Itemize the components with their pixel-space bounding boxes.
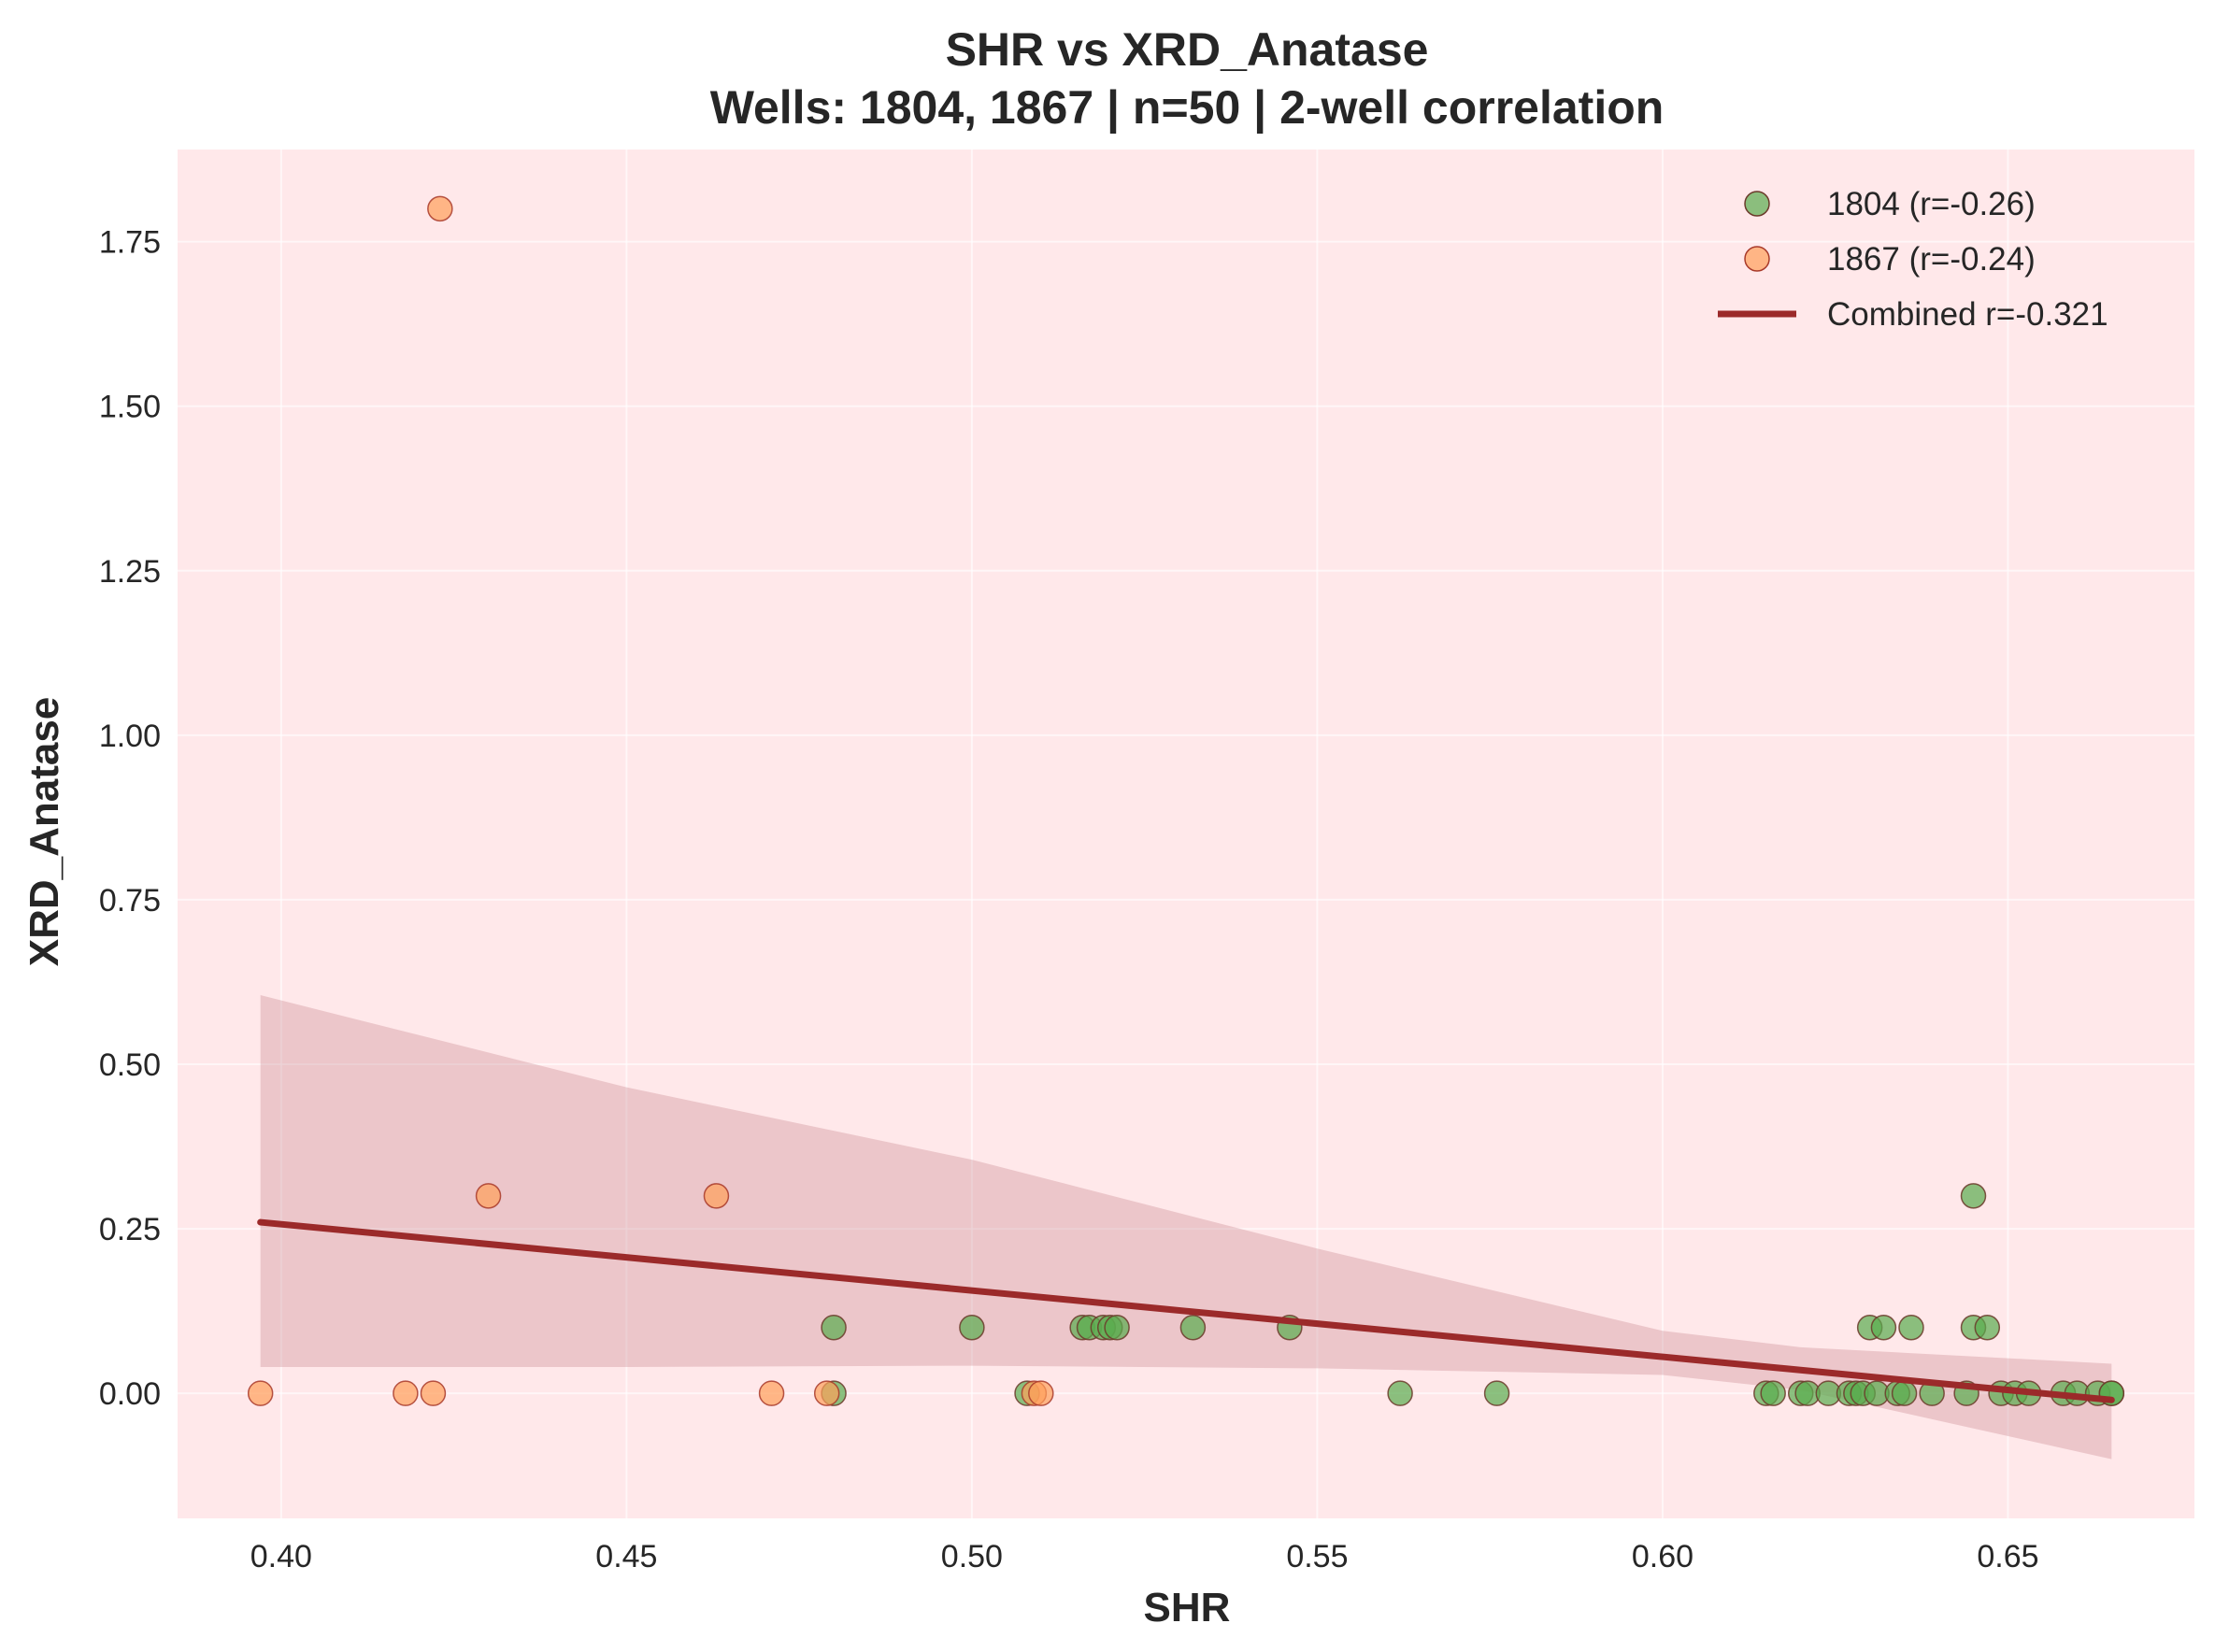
- scatter-point-1867: [393, 1380, 419, 1406]
- y-tick-label: 0.75: [99, 883, 161, 919]
- scatter-point-1867: [813, 1380, 840, 1406]
- scatter-point-1804: [1179, 1314, 1207, 1341]
- legend-label-1804: 1804 (r=-0.26): [1827, 186, 2036, 222]
- legend-marker-1867: [1744, 246, 1770, 272]
- y-tick-label: 1.50: [99, 390, 161, 425]
- confidence-band: [260, 995, 2112, 1460]
- scatter-point-1804: [1387, 1380, 1413, 1406]
- chart-title: SHR vs XRD_Anatase Wells: 1804, 1867 | n…: [710, 23, 1665, 135]
- scatter-point-1867: [758, 1380, 785, 1406]
- y-tick-label: 0.50: [99, 1047, 161, 1083]
- scatter-point-1804: [1870, 1314, 1897, 1341]
- grid-lines: [178, 150, 2194, 1518]
- y-tick-label: 0.00: [99, 1376, 161, 1412]
- scatter-point-1867: [420, 1380, 447, 1406]
- y-tick-label: 1.00: [99, 719, 161, 754]
- legend-label-combined: Combined r=-0.321: [1827, 296, 2108, 333]
- x-tick-label: 0.65: [1977, 1539, 2038, 1574]
- chart-title-line1: SHR vs XRD_Anatase: [946, 23, 1429, 76]
- y-tick-label: 1.75: [99, 225, 161, 261]
- y-axis-label: XRD_Anatase: [21, 697, 67, 967]
- y-tick-label: 0.25: [99, 1212, 161, 1247]
- scatter-point-1804: [1898, 1314, 1924, 1341]
- plot-area: [178, 150, 2194, 1518]
- scatter-point-1804: [1104, 1314, 1130, 1341]
- x-tick-label: 0.50: [941, 1539, 1003, 1574]
- scatter-point-1867: [703, 1183, 730, 1209]
- scatter-point-1804: [959, 1314, 985, 1341]
- scatter-point-1804: [1483, 1380, 1510, 1406]
- scatter-point-1867: [247, 1380, 274, 1406]
- scatter-point-1867: [1028, 1380, 1054, 1406]
- scatter-point-1804: [821, 1314, 847, 1341]
- combined-fit-line: [257, 1218, 2115, 1403]
- regression-line: [257, 1218, 2115, 1403]
- chart-title-line2: Wells: 1804, 1867 | n=50 | 2-well correl…: [710, 81, 1665, 135]
- x-tick-label: 0.40: [250, 1539, 312, 1574]
- scatter-point-1804: [1760, 1380, 1786, 1406]
- scatter-point-1867: [475, 1183, 502, 1209]
- x-axis-label: SHR: [1144, 1585, 1231, 1631]
- confidence-interval-band: [260, 995, 2112, 1460]
- axis-ticks: 0.40 0.45 0.50 0.55 0.60 0.65 0.00 0.25 0.50 0.75…: [99, 225, 2039, 1574]
- scatter-point-1804: [1891, 1380, 1918, 1406]
- y-tick-label: 1.25: [99, 554, 161, 590]
- legend-marker-1804: [1744, 191, 1770, 217]
- scatter-point-1804: [1960, 1183, 1987, 1209]
- x-tick-label: 0.55: [1286, 1539, 1348, 1574]
- x-tick-label: 0.60: [1632, 1539, 1693, 1574]
- x-tick-label: 0.45: [595, 1539, 657, 1574]
- scatter-point-1867: [427, 195, 453, 222]
- scatter-point-1804: [1974, 1314, 2001, 1341]
- legend-label-1867: 1867 (r=-0.24): [1827, 241, 2036, 278]
- legend: 1804 (r=-0.26) 1867 (r=-0.24) Combined r…: [1718, 186, 2108, 333]
